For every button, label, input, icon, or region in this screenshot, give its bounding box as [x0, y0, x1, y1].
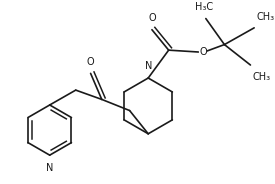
Text: CH₃: CH₃ — [256, 12, 274, 22]
Text: N: N — [145, 61, 152, 71]
Text: O: O — [87, 57, 94, 67]
Text: CH₃: CH₃ — [252, 72, 270, 82]
Text: H₃C: H₃C — [195, 2, 213, 12]
Text: N: N — [46, 163, 53, 173]
Text: O: O — [199, 47, 207, 57]
Text: O: O — [148, 13, 156, 23]
